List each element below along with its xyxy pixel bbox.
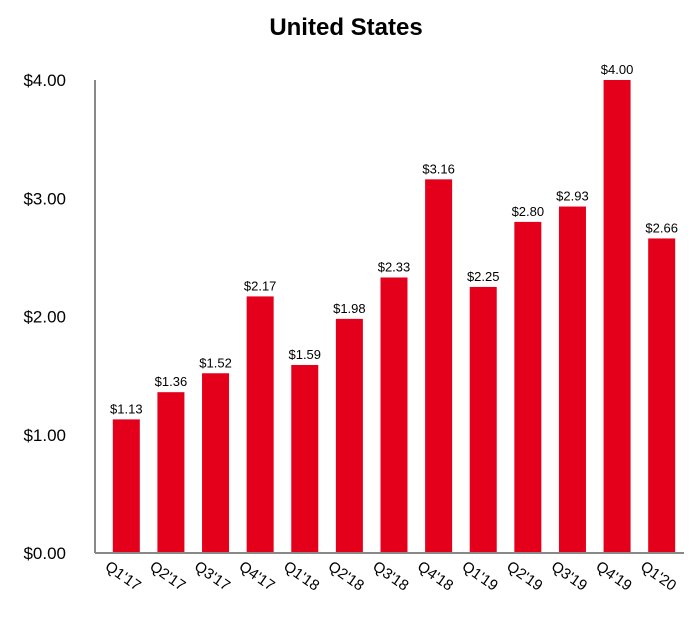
bar xyxy=(291,364,319,553)
x-tick-label: Q3'18 xyxy=(370,558,412,595)
x-tick-label: Q4'17 xyxy=(236,558,278,595)
bar xyxy=(157,392,185,553)
y-tick-label: $2.00 xyxy=(23,308,66,327)
bar xyxy=(112,419,140,553)
x-tick-label: Q1'20 xyxy=(637,558,679,595)
bars xyxy=(112,80,676,553)
x-tick-label: Q4'18 xyxy=(414,558,456,595)
axes xyxy=(94,80,684,554)
data-label: $2.66 xyxy=(645,220,678,235)
bar xyxy=(603,80,631,553)
x-tick-label: Q2'19 xyxy=(503,558,545,595)
data-label: $2.80 xyxy=(512,204,545,219)
x-tick-label: Q1'18 xyxy=(280,558,322,595)
bar xyxy=(425,179,453,553)
data-label: $4.00 xyxy=(601,62,634,77)
data-label: $1.59 xyxy=(288,347,321,362)
x-tick-label: Q2'18 xyxy=(325,558,367,595)
data-label: $2.93 xyxy=(556,189,589,204)
data-label: $2.33 xyxy=(378,259,411,274)
bar xyxy=(558,206,586,553)
data-label: $2.17 xyxy=(244,278,277,293)
bar xyxy=(202,373,230,553)
data-label: $2.25 xyxy=(467,269,500,284)
x-axis-tick-labels: Q1'17 Q2'17 Q3'17 Q4'17 Q1'18 Q2'18 Q3'18 Q4'18… xyxy=(102,558,680,595)
data-label: $1.36 xyxy=(155,374,188,389)
bar xyxy=(335,318,363,553)
x-tick-label: Q3'19 xyxy=(548,558,590,595)
x-tick-label: Q1'19 xyxy=(459,558,501,595)
y-tick-label: $1.00 xyxy=(23,426,66,445)
x-tick-label: Q1'17 xyxy=(102,558,144,595)
bar xyxy=(380,277,408,553)
y-tick-label: $0.00 xyxy=(23,544,66,563)
data-labels: $1.13 $1.36 $1.52 $2.17 $1.59 $1.98 $2.33 $3.16… xyxy=(110,62,678,416)
bar xyxy=(246,296,274,553)
data-label: $3.16 xyxy=(422,161,455,176)
y-tick-label: $3.00 xyxy=(23,189,66,208)
data-label: $1.98 xyxy=(333,301,366,316)
y-axis-tick-labels: $0.00 $1.00 $2.00 $3.00 $4.00 xyxy=(23,71,66,563)
bar xyxy=(514,221,542,553)
x-tick-label: Q2'17 xyxy=(146,558,188,595)
chart-title: United States xyxy=(269,14,423,41)
bar xyxy=(469,286,497,553)
bar xyxy=(648,238,676,553)
x-tick-label: Q4'19 xyxy=(593,558,635,595)
data-label: $1.52 xyxy=(199,355,232,370)
y-tick-label: $4.00 xyxy=(23,71,66,90)
data-label: $1.13 xyxy=(110,401,143,416)
x-tick-label: Q3'17 xyxy=(191,558,233,595)
